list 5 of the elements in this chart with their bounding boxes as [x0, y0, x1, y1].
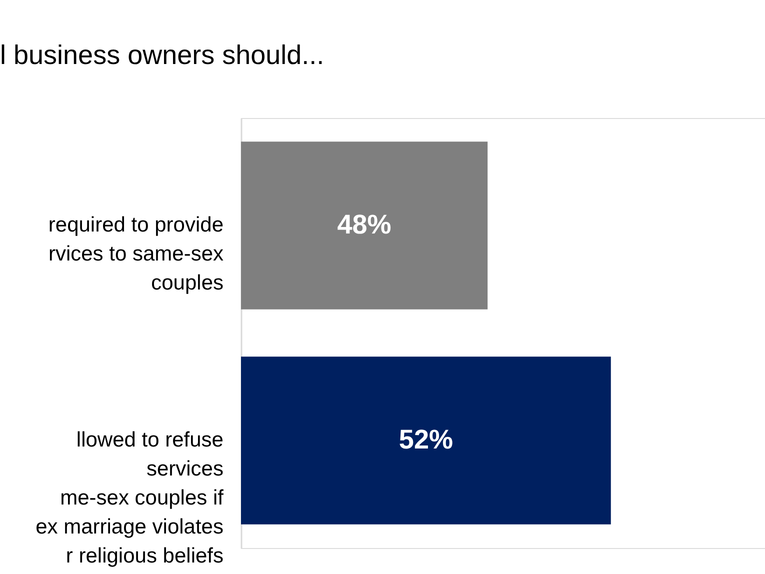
y-tick-label: required to provide rvices to same-sex couples — [48, 214, 224, 294]
y-tick-label: llowed to refuse services me-sex couples if ex marriage violates r religious beliefs — [36, 428, 224, 568]
chart-title: l business owners should... — [0, 40, 324, 70]
data-label: 52% — [398, 424, 453, 454]
data-label: 48% — [337, 210, 392, 240]
